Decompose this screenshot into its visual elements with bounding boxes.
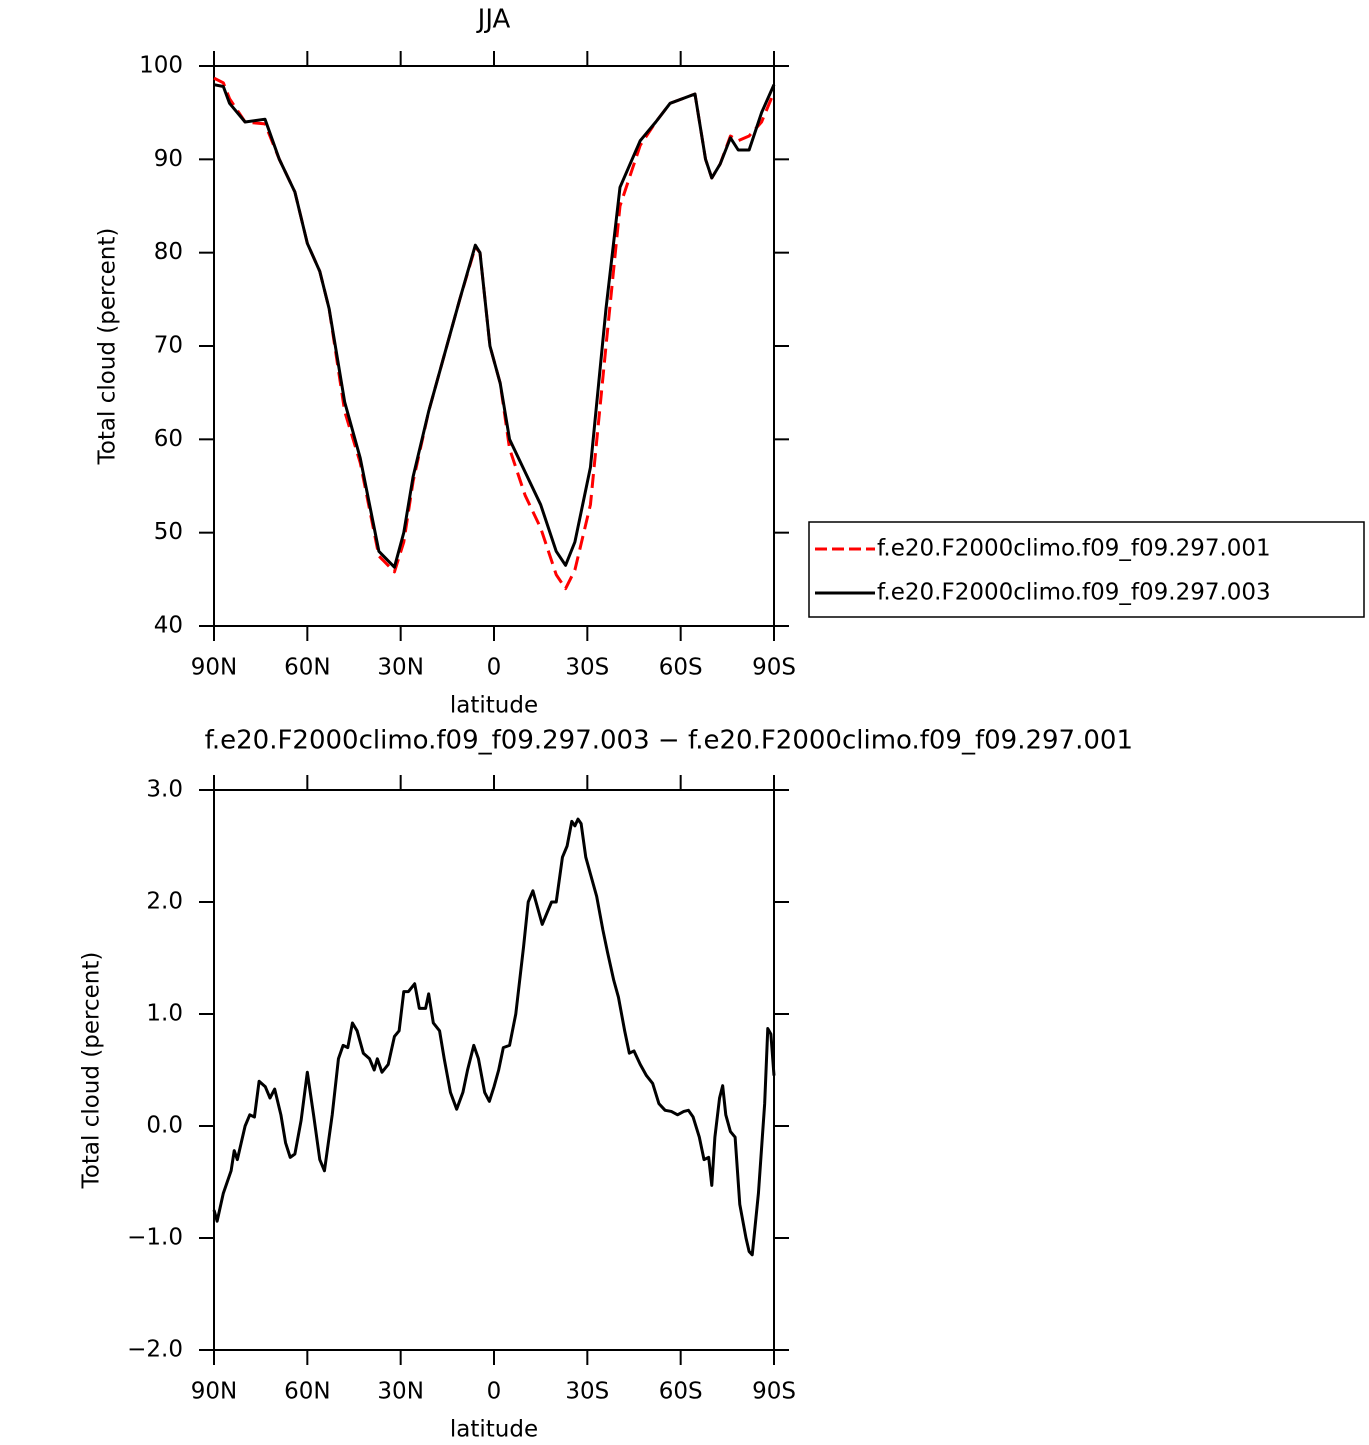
- x-tick-label: 90S: [752, 1379, 796, 1405]
- y-tick-label: 70: [154, 333, 183, 359]
- legend-box: [808, 521, 1365, 618]
- y-axis-label: Total cloud (percent): [79, 952, 105, 1190]
- x-tick-label: 90N: [191, 1379, 237, 1405]
- x-tick-label: 60S: [659, 1379, 703, 1405]
- x-tick-label: 60N: [284, 1379, 330, 1405]
- y-tick-label: 40: [154, 613, 183, 639]
- x-tick-label: 90N: [191, 655, 237, 681]
- x-tick-label: 0: [487, 655, 502, 681]
- data-line: [213, 76, 776, 591]
- y-tick-label: 80: [154, 239, 183, 265]
- plot-frame: [213, 789, 775, 1351]
- y-tick-label: 0.0: [146, 1113, 183, 1139]
- chart-title: f.e20.F2000climo.f09_f09.297.003 − f.e20…: [205, 726, 1133, 756]
- x-tick-label: 60N: [284, 655, 330, 681]
- x-tick-label: 90S: [752, 655, 796, 681]
- y-tick-label: 3.0: [146, 777, 183, 803]
- y-tick-label: −2.0: [127, 1337, 183, 1363]
- plot-frame: [213, 65, 775, 627]
- y-tick-label: 1.0: [146, 1001, 183, 1027]
- x-tick-label: 0: [487, 1379, 502, 1405]
- x-tick-label: 30S: [565, 655, 609, 681]
- y-tick-label: 2.0: [146, 889, 183, 915]
- y-tick-label: 50: [154, 519, 183, 545]
- x-axis-label: latitude: [450, 1417, 538, 1443]
- y-tick-label: 60: [154, 426, 183, 452]
- y-tick-label: 90: [154, 146, 183, 172]
- x-tick-label: 30N: [377, 1379, 423, 1405]
- x-tick-label: 30N: [377, 655, 423, 681]
- x-tick-label: 30S: [565, 1379, 609, 1405]
- y-axis-label: Total cloud (percent): [95, 228, 121, 466]
- legend-label: f.e20.F2000climo.f09_f09.297.001: [877, 536, 1271, 562]
- y-tick-label: 100: [139, 53, 183, 79]
- legend-label: f.e20.F2000climo.f09_f09.297.003: [877, 580, 1271, 606]
- x-tick-label: 60S: [659, 655, 703, 681]
- chart-title: JJA: [476, 5, 511, 35]
- y-tick-label: −1.0: [127, 1225, 183, 1251]
- x-axis-label: latitude: [450, 693, 538, 719]
- data-line: [212, 817, 776, 1257]
- data-line: [213, 83, 776, 569]
